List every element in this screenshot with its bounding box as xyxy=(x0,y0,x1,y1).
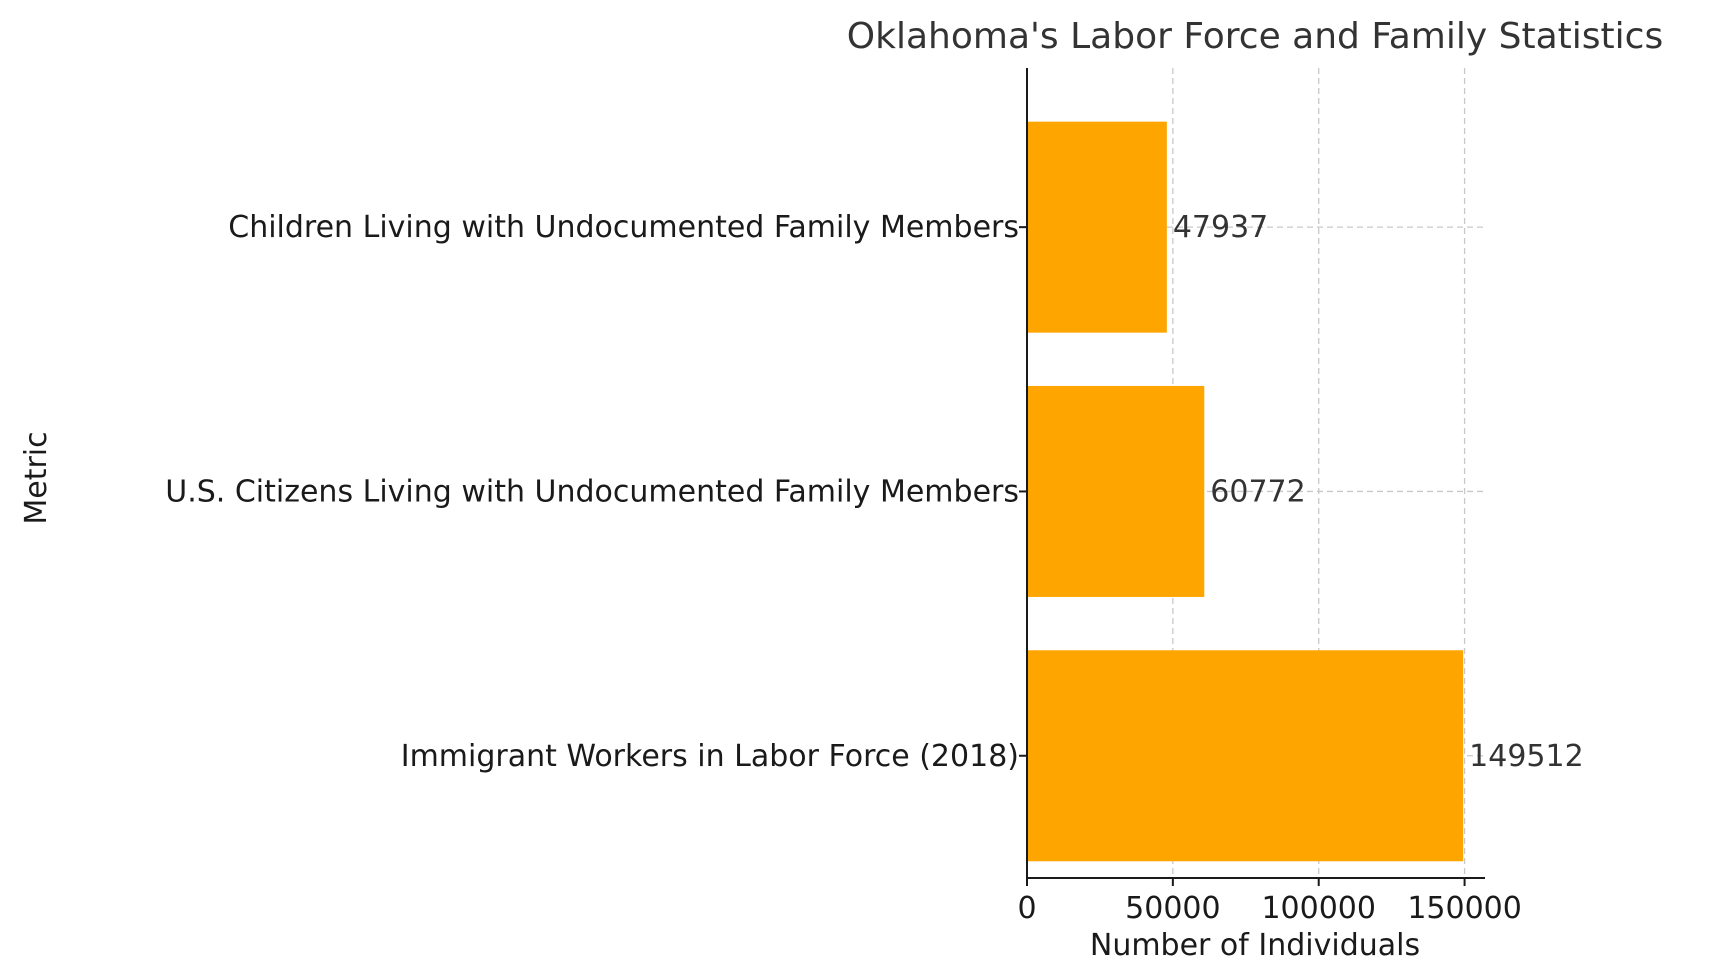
y-axis-label: Metric xyxy=(19,431,54,524)
bar-value-label: 60772 xyxy=(1210,474,1305,509)
bar-value-label: 149512 xyxy=(1469,739,1584,774)
labels: 149512 60772 47937 0 50000 100000 150000 Immigr… xyxy=(165,210,1583,926)
bar xyxy=(1027,650,1464,862)
x-tick-label: 150000 xyxy=(1407,891,1522,926)
category-label: U.S. Citizens Living with Undocumented F… xyxy=(165,474,1019,509)
x-tick-label: 50000 xyxy=(1125,891,1220,926)
axes xyxy=(1019,68,1485,886)
category-label: Children Living with Undocumented Family… xyxy=(228,210,1019,245)
bars xyxy=(1027,121,1464,862)
x-tick-label: 100000 xyxy=(1261,891,1376,926)
bar xyxy=(1027,385,1205,597)
x-axis-label: Number of Individuals xyxy=(1090,928,1420,963)
x-tick-label: 0 xyxy=(1017,891,1036,926)
chart-title: Oklahoma's Labor Force and Family Statis… xyxy=(847,16,1663,57)
bar-value-label: 47937 xyxy=(1173,210,1268,245)
category-label: Immigrant Workers in Labor Force (2018) xyxy=(401,739,1019,774)
bar xyxy=(1027,121,1167,333)
